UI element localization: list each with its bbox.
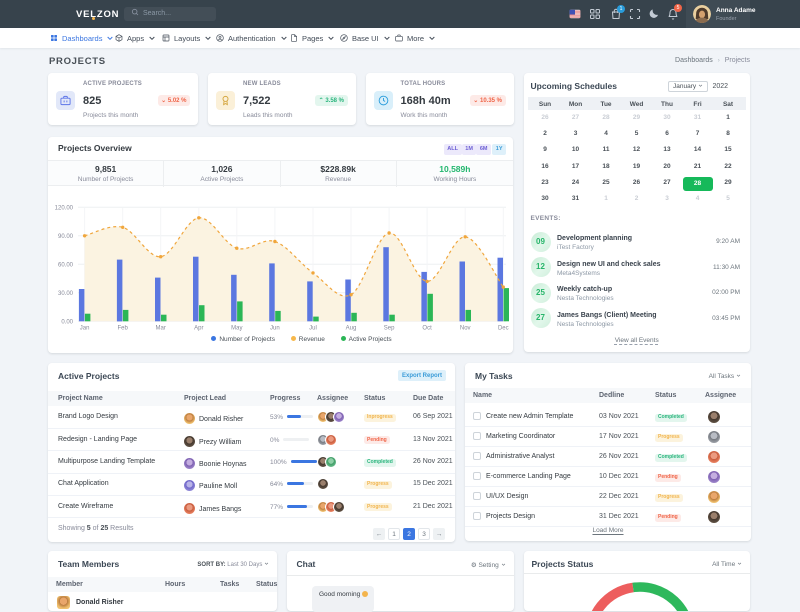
svg-text:0.00: 0.00 (61, 319, 73, 325)
svg-text:Jun: Jun (270, 326, 280, 332)
svg-text:90.00: 90.00 (58, 234, 74, 240)
svg-text:Mar: Mar (156, 326, 166, 332)
svg-text:Dec: Dec (498, 326, 509, 332)
svg-text:Jan: Jan (80, 326, 90, 332)
svg-text:Jul: Jul (309, 326, 317, 332)
svg-text:120.00: 120.00 (55, 205, 74, 211)
svg-text:Nov: Nov (460, 326, 471, 332)
svg-text:May: May (231, 326, 242, 332)
svg-text:Oct: Oct (422, 326, 432, 332)
svg-text:Aug: Aug (346, 326, 357, 332)
svg-text:30.00: 30.00 (58, 291, 74, 297)
svg-text:Sep: Sep (384, 326, 395, 332)
svg-text:Apr: Apr (194, 326, 203, 332)
svg-text:Feb: Feb (118, 326, 129, 332)
svg-text:60.00: 60.00 (58, 262, 74, 268)
